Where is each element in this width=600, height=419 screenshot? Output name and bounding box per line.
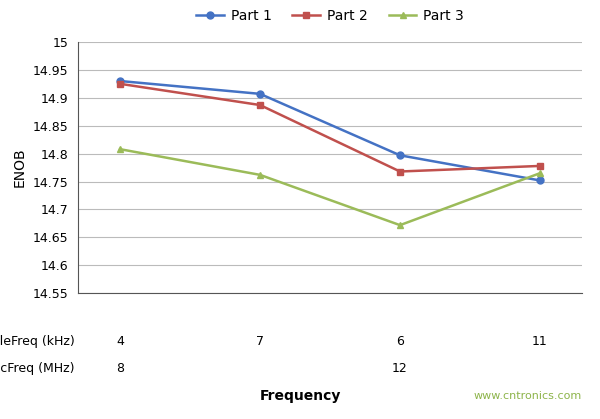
Y-axis label: ENOB: ENOB (13, 148, 27, 187)
Text: 4: 4 (116, 335, 124, 348)
Text: SampleFreq (kHz): SampleFreq (kHz) (0, 335, 75, 348)
Text: 8: 8 (116, 362, 124, 375)
Part 2 (536, 163, 544, 168)
Part 2 (256, 103, 263, 108)
Line: Part 2: Part 2 (116, 80, 544, 175)
Text: www.cntronics.com: www.cntronics.com (474, 391, 582, 401)
Legend: Part 1, Part 2, Part 3: Part 1, Part 2, Part 3 (190, 4, 470, 29)
Text: 12: 12 (392, 362, 408, 375)
Part 1 (397, 153, 404, 158)
Line: Part 3: Part 3 (116, 146, 544, 229)
Part 1 (536, 178, 544, 183)
Text: AdcFreq (MHz): AdcFreq (MHz) (0, 362, 75, 375)
Part 1 (116, 78, 124, 83)
Text: 7: 7 (256, 335, 264, 348)
Text: Frequency: Frequency (259, 389, 341, 403)
Part 1 (256, 91, 263, 96)
Text: 11: 11 (532, 335, 548, 348)
Part 3 (116, 147, 124, 152)
Part 2 (116, 81, 124, 86)
Part 3 (256, 172, 263, 177)
Line: Part 1: Part 1 (116, 78, 544, 184)
Part 2 (397, 169, 404, 174)
Part 3 (536, 171, 544, 176)
Part 3 (397, 222, 404, 228)
Text: 6: 6 (396, 335, 404, 348)
